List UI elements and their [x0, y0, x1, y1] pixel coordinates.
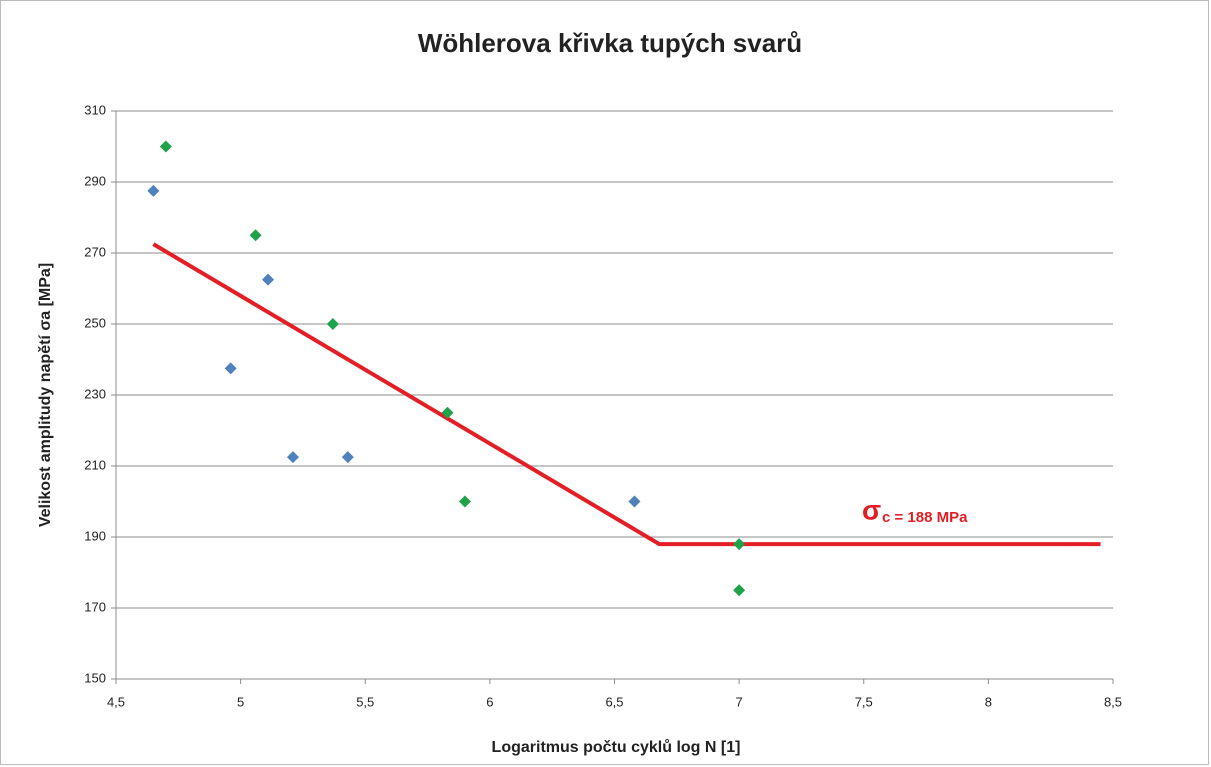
y-tick-label: 170	[84, 599, 106, 614]
x-tick-label: 8,5	[1104, 694, 1122, 709]
y-tick-label: 250	[84, 315, 106, 330]
y-tick-label: 190	[84, 528, 106, 543]
point	[326, 318, 339, 330]
y-axis-label: Velikost amplitudy napětí σa [MPa]	[37, 263, 54, 527]
y-tick-label: 310	[84, 102, 106, 117]
chart-title: Wöhlerova křivka tupých svarů	[418, 28, 802, 58]
x-tick-label: 4,5	[107, 694, 125, 709]
x-tick-label: 8	[985, 694, 992, 709]
y-tick-label: 230	[84, 386, 106, 401]
point	[159, 140, 172, 153]
point	[286, 451, 299, 464]
point	[249, 229, 262, 242]
x-tick-label: 5	[237, 694, 244, 709]
y-tick-label: 270	[84, 244, 106, 259]
y-tick-label: 210	[84, 457, 106, 472]
point	[441, 406, 454, 419]
x-tick-label: 6	[486, 694, 493, 709]
point	[733, 584, 746, 597]
point	[733, 538, 746, 551]
x-tick-label: 5,5	[356, 694, 374, 709]
point	[262, 273, 275, 286]
point	[147, 184, 160, 197]
y-tick-label: 290	[84, 173, 106, 188]
x-tick-label: 6,5	[605, 694, 623, 709]
point	[628, 495, 641, 508]
point	[341, 451, 354, 464]
x-tick-label: 7,5	[855, 694, 873, 709]
y-tick-label: 150	[84, 670, 106, 685]
x-tick-label: 7	[736, 694, 743, 709]
annotation-symbol: σ	[862, 494, 881, 525]
point	[458, 495, 471, 508]
x-axis-label: Logaritmus počtu cyklů log N [1]	[492, 739, 741, 756]
annotation-text: c = 188 MPa	[882, 509, 968, 526]
point	[224, 362, 237, 375]
fit-line	[152, 242, 1101, 547]
